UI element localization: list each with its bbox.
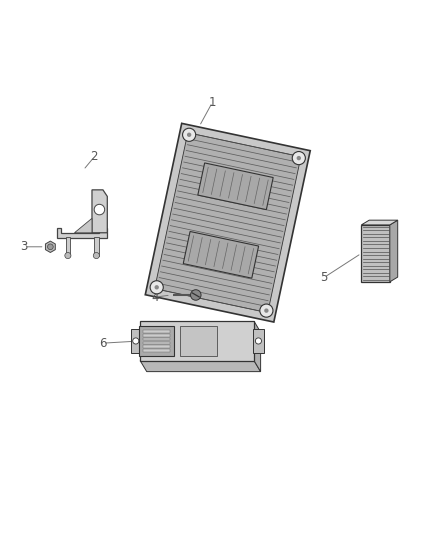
Circle shape <box>47 244 53 249</box>
Text: 2: 2 <box>90 150 98 164</box>
Bar <box>143 342 170 344</box>
Circle shape <box>191 290 201 300</box>
Circle shape <box>260 304 273 317</box>
Polygon shape <box>140 361 261 372</box>
Bar <box>253 329 264 353</box>
Polygon shape <box>46 241 55 253</box>
Polygon shape <box>254 321 261 372</box>
Polygon shape <box>198 163 273 209</box>
Polygon shape <box>390 220 398 282</box>
Text: 1: 1 <box>208 96 216 109</box>
Bar <box>143 345 170 348</box>
Bar <box>143 330 170 333</box>
Polygon shape <box>74 219 92 233</box>
Circle shape <box>183 128 196 141</box>
Bar <box>140 321 254 361</box>
Bar <box>143 338 170 341</box>
Bar <box>94 237 99 255</box>
Polygon shape <box>183 231 258 278</box>
Text: 3: 3 <box>21 240 28 253</box>
Text: 4: 4 <box>152 290 159 304</box>
Bar <box>139 326 174 356</box>
Text: 6: 6 <box>99 337 107 350</box>
Circle shape <box>65 253 71 259</box>
Bar <box>361 225 390 282</box>
Bar <box>143 334 170 336</box>
Circle shape <box>264 309 268 313</box>
Circle shape <box>133 338 139 344</box>
Bar <box>131 329 141 353</box>
Circle shape <box>292 151 305 165</box>
Polygon shape <box>57 229 107 238</box>
Polygon shape <box>92 190 107 233</box>
Circle shape <box>94 204 105 215</box>
Circle shape <box>297 156 301 160</box>
Polygon shape <box>361 220 398 225</box>
Text: 5: 5 <box>321 271 328 284</box>
Circle shape <box>155 285 159 289</box>
Polygon shape <box>145 123 310 322</box>
Bar <box>180 326 217 356</box>
Circle shape <box>255 338 261 344</box>
Bar <box>66 237 70 255</box>
Circle shape <box>150 281 163 294</box>
Polygon shape <box>155 133 301 313</box>
Bar <box>143 349 170 352</box>
Circle shape <box>93 253 99 259</box>
Circle shape <box>187 133 191 137</box>
